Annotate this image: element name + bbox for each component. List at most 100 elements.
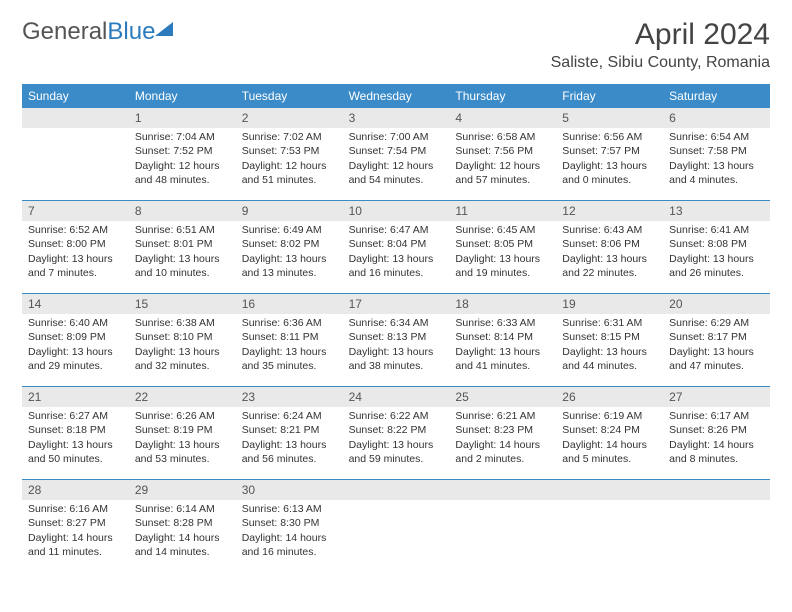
day-details: Sunrise: 6:27 AMSunset: 8:18 PMDaylight:… <box>22 407 129 470</box>
day-details: Sunrise: 6:56 AMSunset: 7:57 PMDaylight:… <box>556 128 663 191</box>
day-details: Sunrise: 6:40 AMSunset: 8:09 PMDaylight:… <box>22 314 129 377</box>
month-title: April 2024 <box>551 18 770 52</box>
day-number: 10 <box>343 201 450 221</box>
day-daylight2: and 59 minutes. <box>349 452 444 466</box>
day-daylight1: Daylight: 13 hours <box>669 159 764 173</box>
day-details: Sunrise: 6:19 AMSunset: 8:24 PMDaylight:… <box>556 407 663 470</box>
calendar-cell: 23Sunrise: 6:24 AMSunset: 8:21 PMDayligh… <box>236 387 343 479</box>
header: GeneralBlue April 2024 Saliste, Sibiu Co… <box>22 18 770 72</box>
calendar: Sunday Monday Tuesday Wednesday Thursday… <box>22 84 770 572</box>
weekday-label: Friday <box>556 84 663 108</box>
calendar-cell: 12Sunrise: 6:43 AMSunset: 8:06 PMDayligh… <box>556 201 663 293</box>
calendar-cell: 19Sunrise: 6:31 AMSunset: 8:15 PMDayligh… <box>556 294 663 386</box>
day-daylight1: Daylight: 13 hours <box>28 438 123 452</box>
calendar-cell: 26Sunrise: 6:19 AMSunset: 8:24 PMDayligh… <box>556 387 663 479</box>
day-daylight2: and 14 minutes. <box>135 545 230 559</box>
day-details: Sunrise: 6:43 AMSunset: 8:06 PMDaylight:… <box>556 221 663 284</box>
day-details: Sunrise: 7:00 AMSunset: 7:54 PMDaylight:… <box>343 128 450 191</box>
weeks-container: 1Sunrise: 7:04 AMSunset: 7:52 PMDaylight… <box>22 108 770 572</box>
day-sunset: Sunset: 8:15 PM <box>562 330 657 344</box>
day-sunset: Sunset: 8:21 PM <box>242 423 337 437</box>
day-details: Sunrise: 6:58 AMSunset: 7:56 PMDaylight:… <box>449 128 556 191</box>
day-details: Sunrise: 6:24 AMSunset: 8:21 PMDaylight:… <box>236 407 343 470</box>
calendar-cell: 27Sunrise: 6:17 AMSunset: 8:26 PMDayligh… <box>663 387 770 479</box>
day-daylight1: Daylight: 12 hours <box>135 159 230 173</box>
day-sunrise: Sunrise: 6:54 AM <box>669 130 764 144</box>
day-sunset: Sunset: 8:26 PM <box>669 423 764 437</box>
calendar-cell: 30Sunrise: 6:13 AMSunset: 8:30 PMDayligh… <box>236 480 343 572</box>
day-number: 23 <box>236 387 343 407</box>
day-daylight1: Daylight: 14 hours <box>135 531 230 545</box>
day-sunset: Sunset: 8:10 PM <box>135 330 230 344</box>
day-sunrise: Sunrise: 6:47 AM <box>349 223 444 237</box>
day-sunset: Sunset: 7:56 PM <box>455 144 550 158</box>
day-sunset: Sunset: 8:06 PM <box>562 237 657 251</box>
day-daylight1: Daylight: 12 hours <box>242 159 337 173</box>
day-daylight1: Daylight: 13 hours <box>669 252 764 266</box>
day-number: 11 <box>449 201 556 221</box>
day-details: Sunrise: 6:54 AMSunset: 7:58 PMDaylight:… <box>663 128 770 191</box>
day-sunrise: Sunrise: 6:45 AM <box>455 223 550 237</box>
day-number: 13 <box>663 201 770 221</box>
day-details: Sunrise: 6:33 AMSunset: 8:14 PMDaylight:… <box>449 314 556 377</box>
calendar-week: 14Sunrise: 6:40 AMSunset: 8:09 PMDayligh… <box>22 294 770 387</box>
day-daylight2: and 22 minutes. <box>562 266 657 280</box>
day-daylight2: and 50 minutes. <box>28 452 123 466</box>
weekday-label: Sunday <box>22 84 129 108</box>
day-daylight2: and 0 minutes. <box>562 173 657 187</box>
day-sunset: Sunset: 7:57 PM <box>562 144 657 158</box>
day-daylight1: Daylight: 12 hours <box>349 159 444 173</box>
calendar-cell: 10Sunrise: 6:47 AMSunset: 8:04 PMDayligh… <box>343 201 450 293</box>
calendar-cell <box>22 108 129 200</box>
calendar-cell: 11Sunrise: 6:45 AMSunset: 8:05 PMDayligh… <box>449 201 556 293</box>
day-number: 4 <box>449 108 556 128</box>
day-daylight2: and 26 minutes. <box>669 266 764 280</box>
day-number: 8 <box>129 201 236 221</box>
day-daylight1: Daylight: 13 hours <box>242 252 337 266</box>
calendar-week: 7Sunrise: 6:52 AMSunset: 8:00 PMDaylight… <box>22 201 770 294</box>
day-daylight2: and 54 minutes. <box>349 173 444 187</box>
calendar-cell: 8Sunrise: 6:51 AMSunset: 8:01 PMDaylight… <box>129 201 236 293</box>
day-sunset: Sunset: 8:14 PM <box>455 330 550 344</box>
day-details: Sunrise: 6:22 AMSunset: 8:22 PMDaylight:… <box>343 407 450 470</box>
day-daylight1: Daylight: 14 hours <box>562 438 657 452</box>
day-number: 1 <box>129 108 236 128</box>
day-number: 28 <box>22 480 129 500</box>
day-sunset: Sunset: 8:23 PM <box>455 423 550 437</box>
day-sunrise: Sunrise: 6:58 AM <box>455 130 550 144</box>
day-sunrise: Sunrise: 6:16 AM <box>28 502 123 516</box>
calendar-cell: 13Sunrise: 6:41 AMSunset: 8:08 PMDayligh… <box>663 201 770 293</box>
day-details: Sunrise: 6:14 AMSunset: 8:28 PMDaylight:… <box>129 500 236 563</box>
calendar-cell: 22Sunrise: 6:26 AMSunset: 8:19 PMDayligh… <box>129 387 236 479</box>
day-sunrise: Sunrise: 6:52 AM <box>28 223 123 237</box>
day-sunset: Sunset: 7:52 PM <box>135 144 230 158</box>
day-number <box>343 480 450 500</box>
day-daylight2: and 5 minutes. <box>562 452 657 466</box>
day-daylight2: and 16 minutes. <box>349 266 444 280</box>
day-daylight1: Daylight: 13 hours <box>562 159 657 173</box>
day-daylight1: Daylight: 13 hours <box>562 345 657 359</box>
logo: GeneralBlue <box>22 18 173 46</box>
day-daylight1: Daylight: 14 hours <box>669 438 764 452</box>
day-details: Sunrise: 6:41 AMSunset: 8:08 PMDaylight:… <box>663 221 770 284</box>
day-daylight1: Daylight: 13 hours <box>349 438 444 452</box>
day-daylight1: Daylight: 13 hours <box>455 252 550 266</box>
day-number <box>556 480 663 500</box>
day-daylight1: Daylight: 14 hours <box>455 438 550 452</box>
calendar-cell <box>343 480 450 572</box>
title-block: April 2024 Saliste, Sibiu County, Romani… <box>551 18 770 72</box>
calendar-cell: 5Sunrise: 6:56 AMSunset: 7:57 PMDaylight… <box>556 108 663 200</box>
day-sunrise: Sunrise: 6:24 AM <box>242 409 337 423</box>
day-sunset: Sunset: 8:27 PM <box>28 516 123 530</box>
day-daylight1: Daylight: 14 hours <box>242 531 337 545</box>
day-sunset: Sunset: 7:54 PM <box>349 144 444 158</box>
day-details: Sunrise: 6:36 AMSunset: 8:11 PMDaylight:… <box>236 314 343 377</box>
day-number <box>449 480 556 500</box>
day-daylight2: and 10 minutes. <box>135 266 230 280</box>
calendar-cell: 17Sunrise: 6:34 AMSunset: 8:13 PMDayligh… <box>343 294 450 386</box>
day-sunrise: Sunrise: 6:14 AM <box>135 502 230 516</box>
day-details: Sunrise: 6:21 AMSunset: 8:23 PMDaylight:… <box>449 407 556 470</box>
day-number: 27 <box>663 387 770 407</box>
location-subtitle: Saliste, Sibiu County, Romania <box>551 54 770 72</box>
day-daylight2: and 32 minutes. <box>135 359 230 373</box>
